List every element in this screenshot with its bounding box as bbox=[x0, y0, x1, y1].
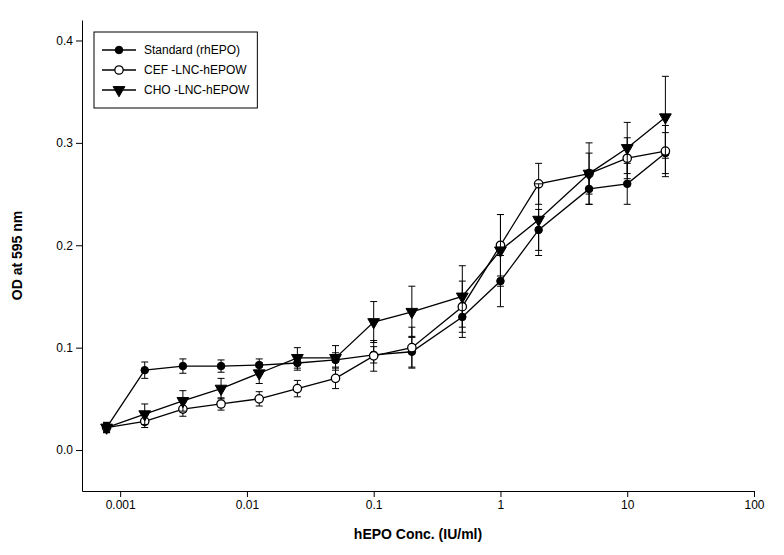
error-bar bbox=[256, 392, 263, 406]
legend-label: Standard (rhEPO) bbox=[144, 43, 240, 57]
legend-item: Standard (rhEPO) bbox=[102, 43, 240, 57]
data-point bbox=[179, 362, 187, 370]
error-bar bbox=[218, 398, 225, 410]
tick-label: 0.2 bbox=[56, 239, 73, 253]
legend-swatch-marker bbox=[115, 46, 123, 54]
tick-label: 0.1 bbox=[366, 498, 383, 512]
legend-label: CEF -LNC-hEPOW bbox=[144, 63, 247, 77]
data-point bbox=[368, 319, 380, 329]
tick-label: 100 bbox=[744, 498, 764, 512]
tick: 10 bbox=[621, 491, 635, 512]
data-point bbox=[621, 145, 633, 155]
error-bar bbox=[218, 360, 225, 372]
data-point bbox=[406, 308, 418, 318]
data-point bbox=[141, 366, 149, 374]
error-bar bbox=[294, 380, 301, 396]
data-point bbox=[330, 354, 342, 364]
data-point bbox=[253, 370, 265, 380]
tick: 0.001 bbox=[106, 491, 136, 512]
tick-mark bbox=[76, 40, 82, 41]
data-point bbox=[456, 293, 468, 303]
data-point bbox=[370, 352, 378, 360]
tick-label: 0.3 bbox=[56, 136, 73, 150]
tick: 0.4 bbox=[56, 34, 82, 48]
chart: 0.001 0.01 0.1 1 10 100 0.0 0.1 0.2 0.3 0.4 Standar… bbox=[0, 0, 784, 555]
tick-label: 10 bbox=[621, 498, 635, 512]
data-point bbox=[583, 170, 595, 180]
series-line bbox=[107, 153, 666, 427]
tick-mark bbox=[120, 491, 121, 497]
tick-mark bbox=[76, 348, 82, 349]
legend-box bbox=[94, 32, 257, 108]
plot-area: 0.001 0.01 0.1 1 10 100 0.0 0.1 0.2 0.3 0.4 Standar… bbox=[56, 21, 765, 512]
legend-item: CEF -LNC-hEPOW bbox=[102, 63, 247, 77]
tick: 100 bbox=[744, 491, 764, 512]
data-point bbox=[293, 384, 301, 392]
tick-mark bbox=[627, 491, 628, 497]
legend-swatch-marker bbox=[113, 87, 125, 97]
error-bar bbox=[332, 368, 339, 388]
tick-label: 1 bbox=[498, 498, 505, 512]
tick: 0.01 bbox=[236, 491, 260, 512]
x-axis-title: hEPO Conc. (IU/ml) bbox=[354, 526, 482, 542]
y-axis-title: OD at 595 nm bbox=[9, 211, 25, 300]
data-point bbox=[215, 385, 227, 395]
tick-label: 0.01 bbox=[236, 498, 260, 512]
data-point bbox=[139, 411, 151, 421]
tick-mark bbox=[76, 450, 82, 451]
data-point bbox=[101, 424, 113, 434]
tick: 1 bbox=[498, 491, 505, 512]
tick: 0.3 bbox=[56, 136, 82, 150]
data-point bbox=[217, 400, 225, 408]
tick-mark bbox=[247, 491, 248, 497]
tick-mark bbox=[374, 491, 375, 497]
tick-label: 0.001 bbox=[106, 498, 136, 512]
tick-mark bbox=[754, 491, 755, 497]
tick: 0.2 bbox=[56, 239, 82, 253]
data-point bbox=[623, 180, 631, 188]
data-point bbox=[533, 216, 545, 226]
tick-mark bbox=[76, 143, 82, 144]
axis-line bbox=[82, 21, 83, 492]
series-line bbox=[107, 117, 666, 427]
tick-mark bbox=[500, 491, 501, 497]
data-point bbox=[255, 395, 263, 403]
legend-swatch-marker bbox=[115, 66, 123, 74]
tick-label: 0.1 bbox=[56, 341, 73, 355]
legend-label: CHO -LNC-hEPOW bbox=[144, 83, 250, 97]
data-point bbox=[177, 397, 189, 407]
marks bbox=[101, 76, 672, 434]
error-bar bbox=[179, 359, 186, 373]
legend-item: CHO -LNC-hEPOW bbox=[102, 83, 250, 97]
data-point bbox=[408, 343, 416, 351]
data-point bbox=[217, 362, 225, 370]
tick: 0.1 bbox=[366, 491, 383, 512]
x-axis: 0.001 0.01 0.1 1 10 100 bbox=[83, 491, 765, 512]
data-point bbox=[291, 354, 303, 364]
y-axis: 0.0 0.1 0.2 0.3 0.4 bbox=[56, 21, 82, 492]
tick-mark bbox=[76, 245, 82, 246]
data-point bbox=[660, 114, 672, 124]
series-line bbox=[107, 151, 666, 427]
tick: 0.1 bbox=[56, 341, 82, 355]
tick: 0.0 bbox=[56, 443, 82, 457]
data-point bbox=[495, 247, 507, 257]
error-bar bbox=[370, 340, 377, 371]
tick-label: 0.0 bbox=[56, 443, 73, 457]
error-bar bbox=[141, 362, 148, 378]
legend: Standard (rhEPO) CEF -LNC-hEPOW CHO -LNC-h… bbox=[94, 32, 257, 108]
data-point bbox=[331, 374, 339, 382]
axis-line bbox=[83, 491, 755, 492]
tick-label: 0.4 bbox=[56, 34, 73, 48]
